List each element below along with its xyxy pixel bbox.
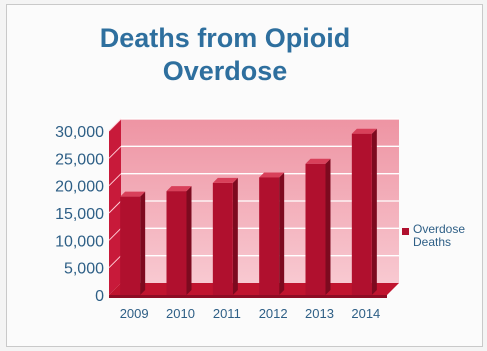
x-tick-label: 2010 [166, 306, 195, 321]
bar-top [259, 172, 285, 178]
bar [351, 128, 377, 295]
bar [120, 191, 146, 295]
y-tick-label: 5,000 [64, 261, 104, 278]
bar [305, 158, 331, 295]
bar-top [120, 191, 146, 197]
bar-side [371, 128, 377, 295]
bar-side [140, 191, 146, 295]
x-tick-label: 2011 [213, 306, 241, 321]
floor-edge [109, 295, 387, 298]
bar-front [166, 191, 187, 295]
gridline-side [108, 255, 122, 269]
bar-top [212, 177, 238, 183]
y-tick-label: 15,000 [55, 206, 104, 223]
x-tick-label: 2013 [305, 306, 334, 321]
y-axis-ticks: 0 5,000 10,000 15,000 20,000 25,000 30,000 [55, 124, 104, 305]
x-tick-label: 2012 [259, 306, 288, 321]
gridline-side [108, 145, 122, 159]
x-tick-label: 2014 [351, 306, 380, 321]
bar [166, 186, 192, 295]
y-tick-label: 10,000 [55, 233, 104, 250]
chart-title: Deaths from Opioid Overdose [99, 23, 351, 86]
gridline-side [108, 227, 122, 241]
bar-side [325, 158, 331, 295]
bar-front [351, 133, 372, 295]
bar-top [351, 128, 377, 134]
gridline-side [108, 118, 122, 132]
y-tick-label: 25,000 [55, 151, 104, 168]
bar [259, 172, 285, 295]
y-tick-label: 20,000 [55, 179, 104, 196]
bar-front [305, 163, 326, 295]
legend-label: Overdose Deaths [413, 222, 466, 249]
gridline-side [108, 200, 122, 214]
bar-top [305, 158, 331, 164]
bar-side [186, 186, 192, 295]
legend-swatch [402, 228, 409, 235]
bar-front [212, 182, 233, 295]
bar-side [232, 177, 238, 295]
y-tick-label: 0 [95, 288, 104, 305]
bar-top [166, 186, 192, 192]
y-tick-label: 30,000 [55, 124, 104, 141]
bar-side [279, 172, 285, 295]
x-axis-ticks: 2009 2010 2011 2012 2013 2014 [120, 306, 381, 321]
bar [212, 177, 238, 295]
x-tick-label: 2009 [120, 306, 149, 321]
bar-front [120, 196, 141, 295]
bar-front [259, 177, 280, 295]
gridline-side [108, 173, 122, 187]
chart-legend: Overdose Deaths [402, 223, 482, 249]
chart-bars [120, 128, 377, 295]
